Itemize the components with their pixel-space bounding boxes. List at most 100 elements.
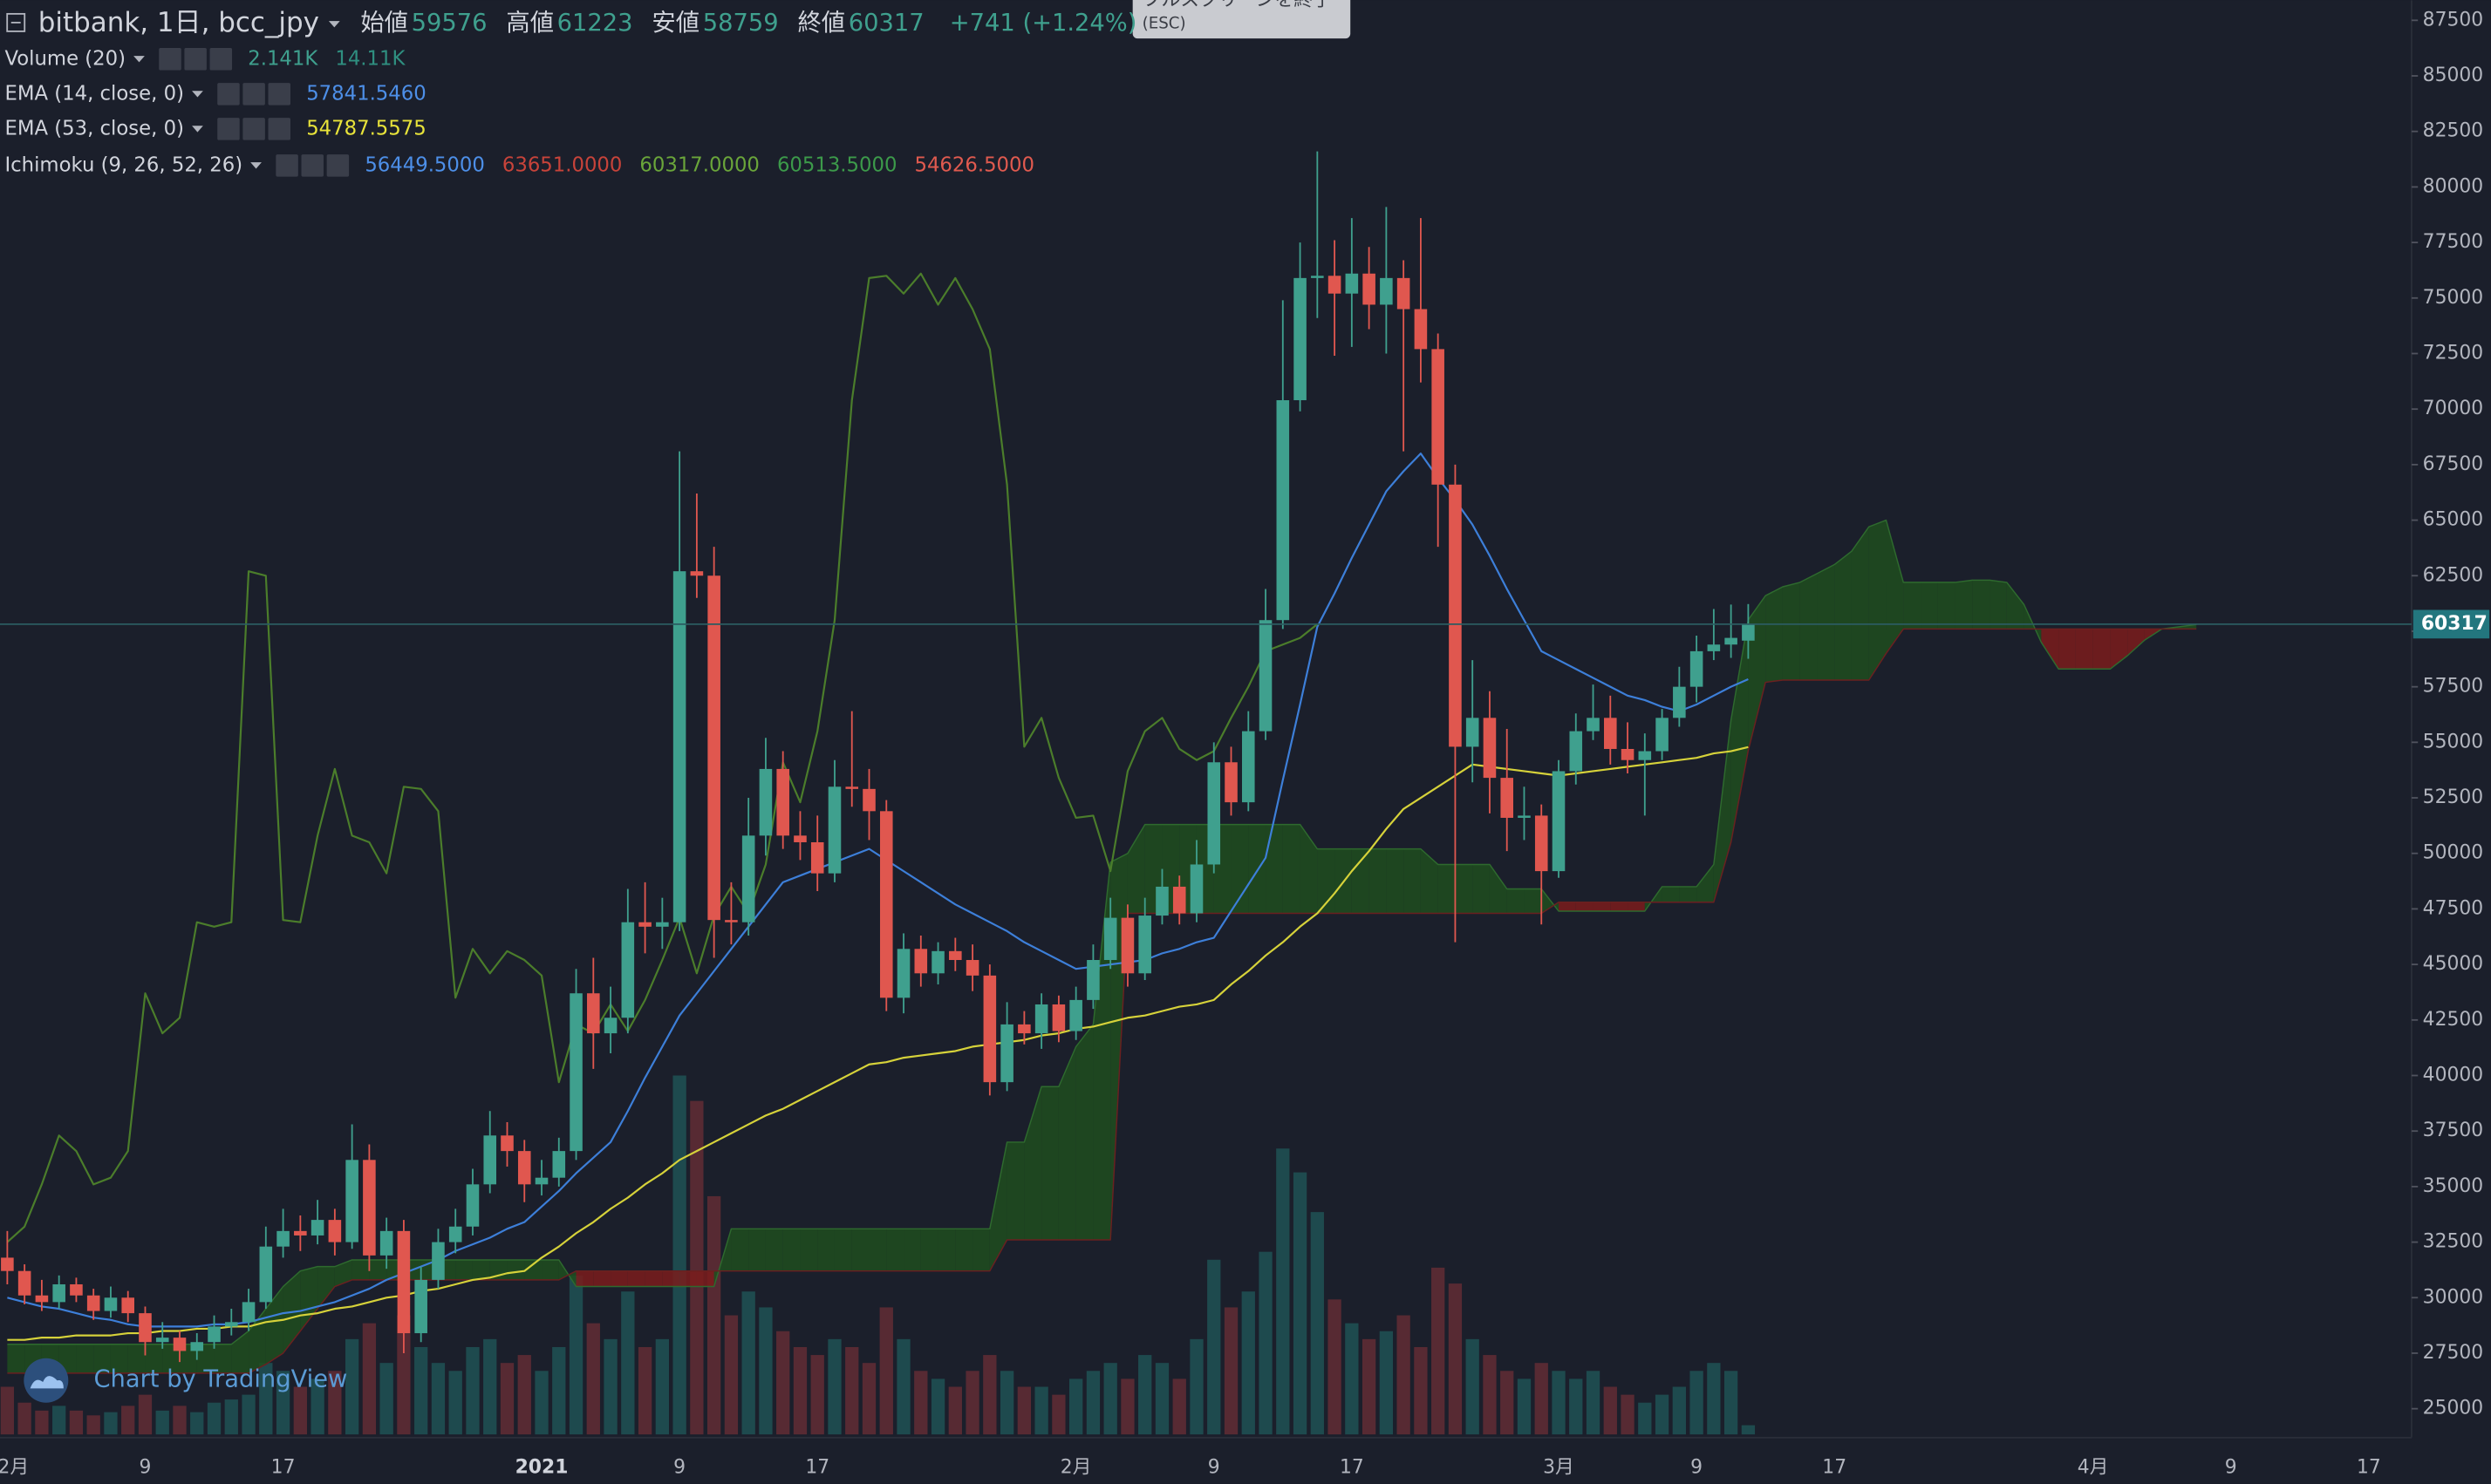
candle-body	[552, 1151, 566, 1178]
volume-bar	[793, 1346, 808, 1435]
cloud-segment	[1455, 864, 1473, 914]
volume-bar	[1069, 1378, 1083, 1435]
y-tick-label: 35000	[2423, 1175, 2484, 1197]
cloud-segment	[1248, 824, 1266, 914]
y-tick-label: 55000	[2423, 731, 2484, 752]
cloud-segment	[507, 1259, 525, 1280]
cloud-segment	[1437, 864, 1456, 914]
volume-bar	[500, 1363, 515, 1435]
indicator-name[interactable]: Volume (20)	[4, 47, 126, 70]
volume-bar	[1293, 1172, 1307, 1435]
dropdown-caret[interactable]	[133, 56, 145, 63]
volume-bar	[672, 1075, 686, 1435]
indicator-button[interactable]	[242, 83, 265, 106]
candle-body	[741, 835, 755, 922]
candle-body	[1465, 718, 1479, 747]
volume-bar	[104, 1412, 118, 1435]
cloud-segment	[834, 1229, 852, 1271]
ohlc-value: 58759	[703, 10, 779, 37]
x-tick-label: 12月	[0, 1456, 29, 1478]
cloud-segment	[800, 1229, 818, 1271]
indicator-button[interactable]	[326, 154, 350, 177]
candle-body	[1241, 731, 1255, 803]
candle-body	[672, 571, 686, 922]
indicator-button[interactable]	[268, 118, 291, 140]
volume-bar	[1534, 1363, 1548, 1435]
dropdown-caret[interactable]	[192, 91, 203, 98]
cloud-segment	[696, 1270, 714, 1287]
volume-bar	[1345, 1323, 1359, 1435]
candle-body	[656, 922, 669, 927]
indicator-name[interactable]: EMA (53, close, 0)	[4, 117, 184, 140]
candle-body	[1483, 718, 1497, 779]
volume-bar	[52, 1406, 66, 1435]
volume-bar	[1638, 1402, 1652, 1435]
y-tick-label: 25000	[2423, 1398, 2484, 1419]
volume-bar	[483, 1338, 497, 1435]
indicator-button[interactable]	[301, 154, 324, 177]
dropdown-caret[interactable]	[250, 162, 262, 169]
indicator-name[interactable]: Ichimoku (9, 26, 52, 26)	[4, 153, 242, 176]
indicator-name[interactable]: EMA (14, close, 0)	[4, 82, 184, 105]
cloud-segment	[249, 1309, 266, 1373]
volume-bar	[1431, 1267, 1445, 1435]
candle-body	[1103, 917, 1117, 961]
y-tick-label: 85000	[2423, 65, 2484, 86]
x-tick-label: 9	[2225, 1456, 2237, 1478]
indicator-button[interactable]	[268, 83, 291, 106]
y-tick-label: 77500	[2423, 231, 2484, 253]
cloud-segment	[1817, 564, 1835, 681]
volume-bar	[1327, 1299, 1341, 1435]
y-tick-label: 52500	[2423, 786, 2484, 808]
candle-body	[173, 1338, 187, 1351]
volume-bar	[311, 1378, 324, 1435]
candles-layer	[1, 151, 1755, 1363]
cloud-segment	[1075, 1024, 1094, 1241]
cloud-segment	[1420, 848, 1438, 914]
cloud-segment	[2075, 629, 2093, 670]
cloud-segment	[1662, 886, 1680, 902]
ohlc-label: 始値	[360, 10, 408, 37]
candle-body	[242, 1302, 256, 1323]
candle-body	[379, 1230, 393, 1256]
cloud-segment	[2127, 629, 2145, 656]
indicator-value: 54787.5575	[306, 117, 427, 140]
candle-body	[621, 922, 635, 1018]
dropdown-caret[interactable]	[192, 126, 203, 133]
collapse-icon[interactable]	[6, 12, 26, 32]
y-tick-label: 57500	[2423, 676, 2484, 698]
candle-body	[190, 1342, 204, 1351]
candle-body	[1742, 623, 1755, 641]
indicator-button[interactable]	[217, 83, 240, 106]
volume-bar	[1586, 1371, 1600, 1435]
volume-bar	[966, 1371, 979, 1435]
volume-bar	[931, 1378, 945, 1435]
indicator-button[interactable]	[276, 154, 298, 177]
cloud-segment	[1559, 902, 1576, 911]
indicator-button[interactable]	[184, 48, 207, 71]
candle-body	[1449, 484, 1462, 747]
volume-bar	[448, 1371, 462, 1435]
cloud-segment	[1575, 902, 1594, 911]
candle-body	[1673, 686, 1686, 718]
cloud-segment	[1368, 848, 1387, 914]
volume-bar	[0, 1386, 15, 1435]
x-tick-label: 9	[1690, 1456, 1703, 1478]
indicator-button[interactable]	[209, 48, 233, 71]
candle-body	[1069, 999, 1082, 1031]
candle-body	[1225, 762, 1238, 803]
x-tick-label: 3月	[1543, 1456, 1574, 1478]
candle-body	[1621, 748, 1635, 760]
dropdown-caret[interactable]	[328, 21, 340, 28]
volume-bar	[69, 1410, 84, 1435]
indicator-button[interactable]	[242, 118, 265, 140]
volume-bar	[1362, 1338, 1376, 1435]
watermark-logo-cloud	[30, 1376, 64, 1389]
symbol-title[interactable]: bitbank, 1日, bcc_jpy	[38, 7, 319, 38]
y-tick-label: 45000	[2423, 953, 2484, 975]
cloud-segment	[1799, 573, 1818, 681]
volume-bar	[776, 1331, 790, 1435]
volume-bar	[1569, 1378, 1583, 1435]
indicator-button[interactable]	[159, 48, 181, 71]
indicator-button[interactable]	[217, 118, 240, 140]
